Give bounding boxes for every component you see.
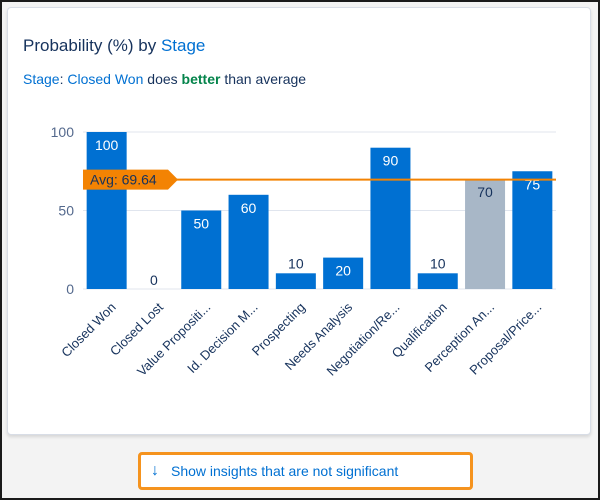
bar-value-label: 70	[477, 184, 493, 200]
bar-value-label: 10	[288, 255, 304, 271]
insight-field-link[interactable]: Stage	[23, 71, 60, 87]
bar-value-label: 50	[193, 216, 209, 232]
y-tick-label: 100	[51, 124, 75, 140]
bar	[228, 194, 269, 289]
bar	[86, 132, 127, 289]
bar-value-label: 75	[525, 176, 541, 192]
insight-card: Probability (%) by Stage Stage: Closed W…	[7, 7, 591, 435]
insight-text-end: than average	[220, 71, 307, 87]
bar	[181, 210, 222, 289]
bar	[465, 179, 506, 289]
bar	[323, 257, 364, 289]
show-insights-button[interactable]: ↓ Show insights that are not significant	[138, 452, 473, 490]
bar-value-label: 100	[95, 137, 119, 153]
title-prefix: Probability (%) by	[23, 36, 161, 55]
bar	[417, 273, 458, 289]
bar	[275, 273, 316, 289]
bar-value-label: 0	[150, 272, 158, 288]
arrow-down-icon: ↓	[151, 462, 159, 479]
y-tick-label: 50	[58, 203, 74, 219]
bar	[370, 147, 411, 289]
bar-value-label: 20	[335, 263, 351, 279]
insight-emphasis: better	[181, 71, 221, 87]
average-callout	[83, 169, 178, 190]
bar-value-label: 90	[383, 153, 399, 169]
insight-value-link[interactable]: Closed Won	[67, 71, 144, 87]
bar	[512, 171, 553, 289]
y-tick-label: 0	[66, 281, 74, 297]
show-insights-label: Show insights that are not significant	[171, 463, 399, 479]
title-stage-link[interactable]: Stage	[160, 36, 206, 55]
insight-text-mid: does	[143, 71, 182, 87]
bar-value-label: 60	[241, 200, 257, 216]
insight-summary: Stage: Closed Won does better than avera…	[23, 71, 306, 87]
average-label: Avg: 69.64	[90, 172, 157, 188]
bar-value-label: 10	[430, 255, 446, 271]
card-title: Probability (%) by Stage	[23, 36, 205, 56]
insight-separator: :	[59, 71, 68, 87]
